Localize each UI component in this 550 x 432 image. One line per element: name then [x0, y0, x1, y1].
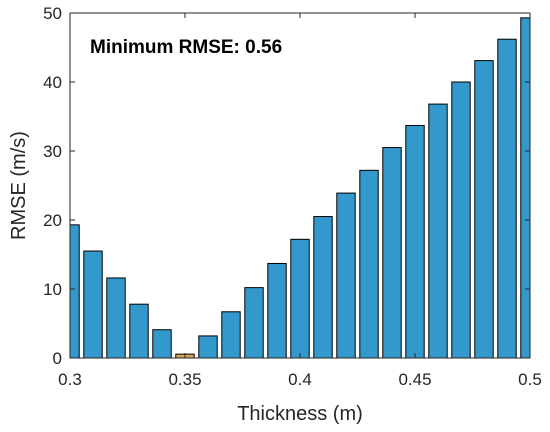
bar [474, 60, 494, 359]
bar [244, 287, 264, 359]
bar [69, 224, 80, 359]
x-tick-label: 0.35 [168, 370, 201, 389]
x-axis-label: Thickness (m) [237, 403, 363, 425]
y-tick-label: 10 [43, 280, 62, 299]
y-axis-label: RMSE (m/s) [8, 131, 30, 240]
bar [313, 216, 333, 359]
x-tick-label: 0.3 [58, 370, 82, 389]
y-axis-ticks: 0 10 20 30 40 50 [43, 4, 530, 368]
bar [428, 103, 448, 359]
bar [83, 250, 103, 359]
minimum-rmse-annotation: Minimum RMSE: 0.56 [90, 37, 282, 58]
y-tick-label: 30 [43, 142, 62, 161]
bar [359, 169, 379, 359]
bar [520, 17, 531, 359]
y-tick-label: 20 [43, 211, 62, 230]
bar [336, 192, 356, 359]
bar [198, 335, 218, 359]
x-tick-label: 0.45 [398, 370, 431, 389]
bar [497, 38, 517, 359]
bar [221, 311, 241, 359]
x-tick-label: 0.5 [518, 370, 542, 389]
y-tick-label: 50 [43, 4, 62, 23]
bars-group [69, 17, 531, 359]
y-tick-label: 40 [43, 73, 62, 92]
y-tick-label: 0 [53, 349, 62, 368]
x-axis-ticks: 0.3 0.35 0.4 0.45 0.5 [58, 13, 542, 389]
bar [290, 238, 310, 359]
bar [267, 262, 287, 359]
bar [405, 124, 425, 359]
x-tick-label: 0.4 [288, 370, 312, 389]
bar [451, 81, 471, 359]
bar [129, 303, 149, 359]
bar [152, 329, 172, 359]
bar [382, 147, 402, 359]
bar [106, 277, 126, 359]
